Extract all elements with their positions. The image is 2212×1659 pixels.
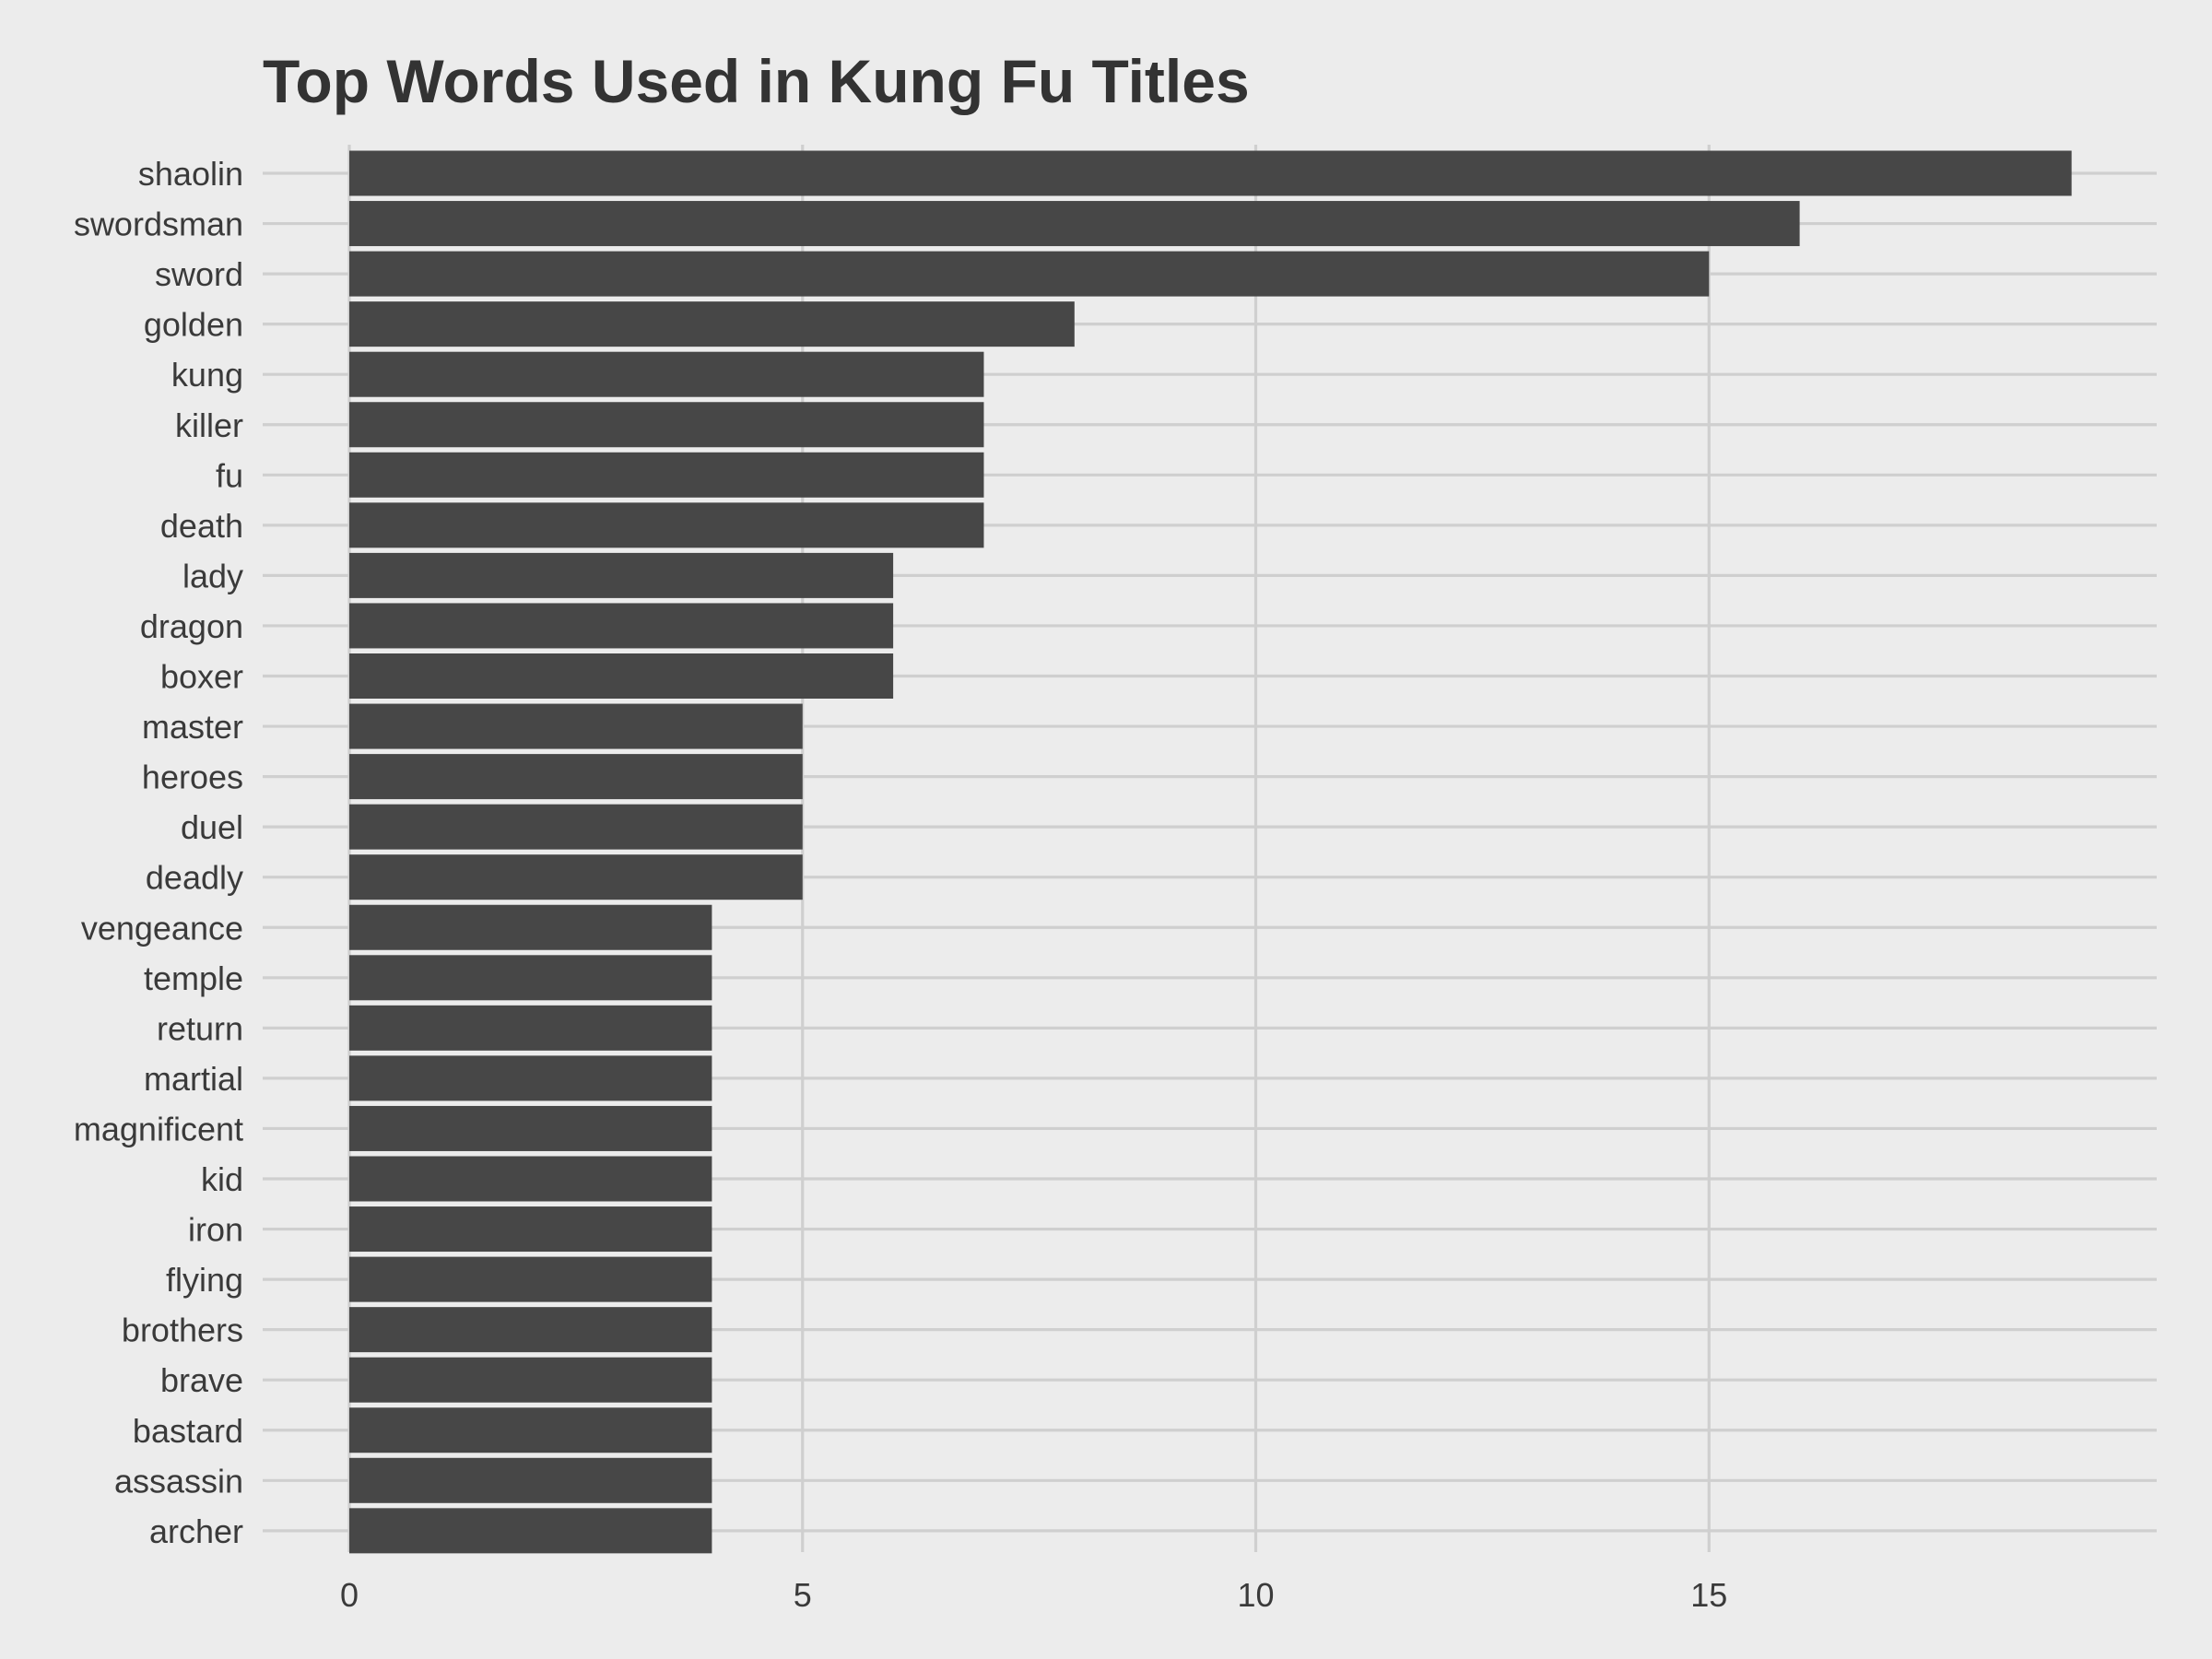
bar-sword (349, 251, 1710, 297)
bar-temple (349, 955, 712, 1001)
x-tick-label: 15 (1690, 1576, 1727, 1614)
category-label: shaolin (138, 155, 243, 193)
bar-flying (349, 1256, 712, 1302)
category-label: duel (181, 808, 243, 846)
category-label: iron (188, 1211, 243, 1249)
bar-dragon (349, 603, 894, 649)
category-label: dragon (140, 607, 243, 645)
category-labels: shaolin swordsman sword golden kung killer fu d… (74, 155, 243, 1550)
bar-lady (349, 552, 894, 598)
x-tick-label: 10 (1237, 1576, 1274, 1614)
bar-martial (349, 1055, 712, 1101)
bar-archer (349, 1508, 712, 1554)
bar-golden (349, 301, 1075, 347)
category-label: brothers (122, 1312, 243, 1349)
bar-duel (349, 804, 803, 850)
category-label: flying (166, 1261, 243, 1299)
x-axis-tick-labels: 0 5 10 15 (340, 1576, 1727, 1614)
category-label: return (157, 1009, 243, 1047)
category-label: bastard (133, 1412, 243, 1450)
bar-bastard (349, 1407, 712, 1453)
bar-boxer (349, 653, 894, 699)
category-label: golden (144, 306, 243, 344)
category-label: martial (144, 1060, 243, 1098)
category-label: kung (171, 356, 243, 394)
chart-title: Top Words Used in Kung Fu Titles (263, 47, 1250, 115)
bar-magnificent (349, 1105, 712, 1151)
bar-brothers (349, 1307, 712, 1353)
bar-kid (349, 1156, 712, 1202)
bar-iron (349, 1206, 712, 1253)
category-label: swordsman (74, 206, 243, 243)
bar-shaolin (349, 150, 2072, 196)
category-label: death (160, 507, 243, 545)
category-label: boxer (160, 658, 243, 696)
bar-fu (349, 452, 984, 498)
category-label: assassin (114, 1462, 243, 1500)
category-label: brave (160, 1361, 243, 1399)
bar-master (349, 703, 803, 749)
category-label: vengeance (81, 909, 243, 947)
x-tick-label: 0 (340, 1576, 359, 1614)
bar-return (349, 1005, 712, 1051)
bar-deadly (349, 854, 803, 900)
category-label: kid (201, 1160, 243, 1198)
category-label: temple (144, 959, 243, 997)
bar-killer (349, 402, 984, 448)
category-label: magnificent (74, 1110, 243, 1147)
bar-swordsman (349, 201, 1800, 247)
bar-vengeance (349, 904, 712, 950)
bar-assassin (349, 1457, 712, 1503)
category-label: fu (216, 456, 243, 494)
category-label: archer (149, 1512, 243, 1550)
bar-kung (349, 351, 984, 397)
category-label: sword (155, 255, 243, 293)
category-label: killer (175, 406, 243, 444)
bar-brave (349, 1357, 712, 1403)
category-label: heroes (142, 759, 243, 796)
category-label: master (142, 708, 243, 746)
x-tick-label: 5 (794, 1576, 812, 1614)
bars (349, 150, 2072, 1554)
category-label: deadly (146, 859, 243, 897)
category-label: lady (182, 557, 243, 594)
bar-heroes (349, 754, 803, 800)
bar-death (349, 502, 984, 548)
